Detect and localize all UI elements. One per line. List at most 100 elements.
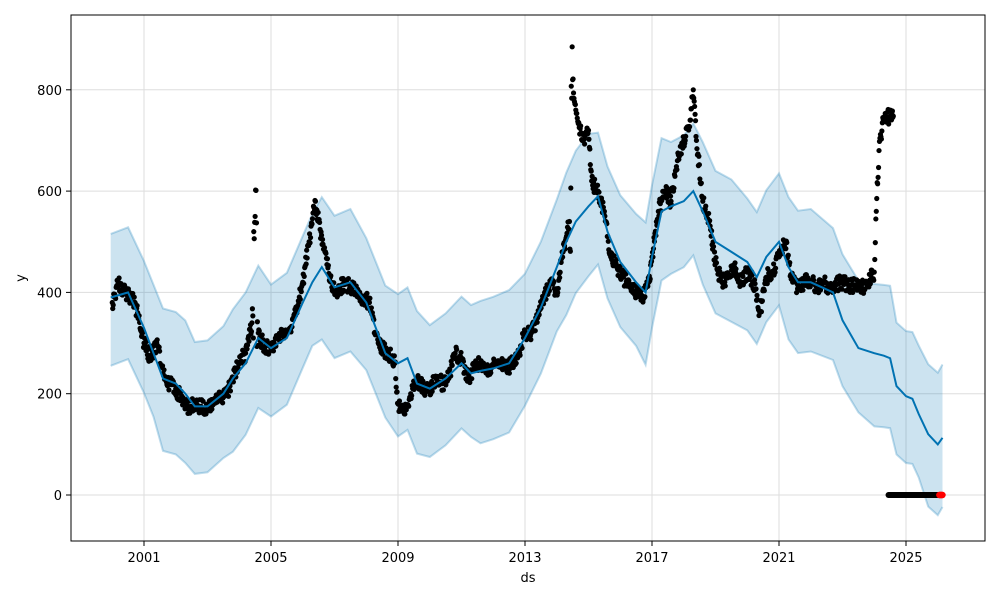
lower-bound-line (110, 253, 944, 517)
observed-point (555, 289, 561, 296)
observed-point (259, 332, 265, 338)
observed-point (588, 168, 594, 174)
observed-point (409, 393, 415, 399)
observed-point (761, 288, 767, 294)
observed-point (396, 398, 403, 404)
observed-point (874, 195, 880, 202)
observed-point (871, 269, 877, 275)
observed-point (753, 286, 759, 292)
observed-point (319, 236, 326, 243)
observed-point (297, 296, 303, 302)
observed-point (249, 320, 255, 326)
observed-point (578, 123, 584, 129)
observed-point (765, 266, 771, 272)
upper-bound-line (110, 121, 944, 375)
observed-point (304, 255, 310, 261)
observed-point (564, 230, 570, 236)
forecast-line (110, 189, 944, 446)
observed-point (594, 182, 601, 188)
observed-point (134, 303, 140, 309)
observed-point (873, 208, 879, 214)
observed-point (555, 285, 561, 292)
observed-point (402, 411, 408, 417)
observed-point (304, 247, 310, 253)
observed-point (534, 319, 540, 325)
observed-point (696, 153, 702, 159)
observed-point (596, 189, 602, 195)
observed-point (876, 147, 882, 154)
observed-point (872, 240, 878, 246)
observed-point (691, 98, 697, 104)
y-tick-label: 600 (37, 185, 62, 200)
observed-point (783, 246, 789, 252)
observed-point (364, 290, 370, 296)
observed-point (787, 260, 793, 266)
observed-point (878, 136, 884, 142)
observed-point (368, 305, 374, 311)
observed-point (309, 221, 315, 227)
x-tick-label: 2017 (635, 551, 668, 566)
observed-point (345, 275, 352, 282)
observed-point (671, 185, 677, 191)
observed-point (250, 313, 256, 319)
observed-point (836, 273, 843, 279)
observed-point (886, 121, 892, 127)
highlight-point (939, 491, 946, 499)
observed-point (889, 108, 895, 114)
observed-point (567, 248, 573, 254)
x-axis-label: ds (520, 571, 535, 586)
observed-point (366, 299, 373, 306)
observed-point (225, 393, 232, 399)
observed-point (253, 220, 260, 226)
observed-point (131, 294, 137, 300)
observed-point (733, 266, 739, 272)
y-tick-label: 800 (37, 84, 62, 99)
observed-point (758, 309, 765, 315)
observed-point (683, 133, 689, 139)
observed-point (698, 180, 704, 186)
observed-point (309, 216, 316, 222)
observed-point (244, 346, 250, 352)
observed-point (312, 198, 319, 204)
observed-point (161, 367, 167, 373)
observed-point (328, 273, 334, 279)
y-tick-label: 200 (37, 388, 62, 403)
observed-point (447, 366, 453, 372)
observed-point (694, 146, 700, 152)
observed-point (717, 269, 723, 275)
observed-point (872, 256, 878, 263)
observed-point (587, 162, 593, 168)
observed-point (623, 271, 629, 277)
observed-point (438, 372, 444, 378)
observed-point (574, 110, 580, 117)
observed-point (642, 294, 648, 300)
observed-point (839, 286, 845, 292)
observed-point (325, 262, 331, 269)
x-tick-label: 2021 (762, 551, 795, 566)
observed-point (429, 388, 435, 394)
observed-point (420, 378, 426, 384)
observed-point (873, 216, 879, 222)
observed-point (303, 261, 309, 267)
observed-point (822, 274, 828, 280)
observed-point (200, 398, 206, 404)
observed-point (566, 226, 572, 232)
observed-point (759, 298, 765, 304)
observed-point (488, 370, 494, 376)
observed-point (692, 103, 698, 110)
observed-point (301, 273, 307, 279)
observed-point (166, 387, 172, 393)
observed-point (572, 101, 578, 108)
observed-point (220, 400, 226, 406)
observed-point (116, 275, 122, 281)
observed-point (469, 376, 475, 382)
observed-point (678, 151, 684, 157)
observed-point (568, 83, 574, 89)
observed-point (592, 176, 598, 182)
observed-point (307, 234, 314, 241)
observed-point (879, 128, 885, 134)
observed-point (506, 370, 512, 376)
x-tick-label: 2005 (254, 551, 287, 566)
observed-point (752, 281, 758, 287)
